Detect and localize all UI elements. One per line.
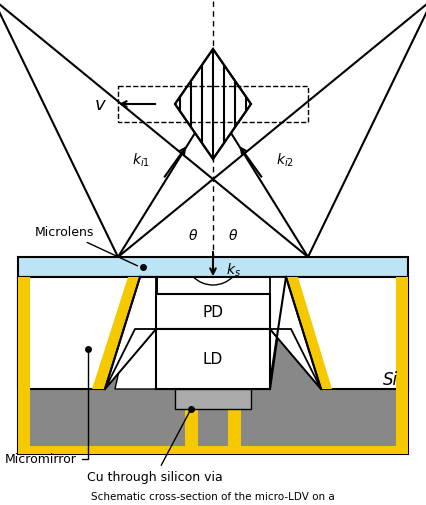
Bar — [175, 389, 251, 409]
Polygon shape — [92, 277, 140, 389]
Polygon shape — [396, 277, 408, 454]
Polygon shape — [286, 277, 332, 389]
Polygon shape — [115, 277, 157, 389]
Text: PD: PD — [202, 305, 224, 319]
Bar — [118, 87, 308, 123]
Polygon shape — [105, 329, 156, 389]
Text: Cu through silicon via: Cu through silicon via — [87, 412, 223, 484]
Polygon shape — [228, 364, 241, 454]
Bar — [18, 258, 408, 277]
Polygon shape — [286, 277, 408, 389]
Text: Si: Si — [383, 370, 397, 388]
Polygon shape — [18, 446, 408, 454]
Polygon shape — [105, 277, 156, 389]
Text: $\theta$: $\theta$ — [188, 228, 198, 243]
Text: $k_{i1}$: $k_{i1}$ — [132, 151, 150, 168]
Text: $k_{i2}$: $k_{i2}$ — [276, 151, 294, 168]
Bar — [156, 294, 270, 329]
Polygon shape — [270, 329, 321, 389]
Text: $\theta$: $\theta$ — [228, 228, 238, 243]
Text: $k_s$: $k_s$ — [226, 261, 241, 278]
Text: LD: LD — [203, 352, 223, 367]
Polygon shape — [270, 277, 321, 389]
Bar — [18, 277, 408, 454]
Text: Schematic cross-section of the micro-LDV on a: Schematic cross-section of the micro-LDV… — [91, 491, 335, 501]
Polygon shape — [18, 277, 140, 389]
Text: Microlens: Microlens — [35, 226, 138, 266]
Text: $v$: $v$ — [94, 96, 106, 114]
Polygon shape — [18, 277, 30, 454]
Polygon shape — [185, 364, 198, 454]
Text: Micromirror: Micromirror — [5, 352, 88, 466]
Polygon shape — [140, 277, 286, 389]
Bar — [156, 329, 270, 389]
Polygon shape — [175, 50, 251, 160]
